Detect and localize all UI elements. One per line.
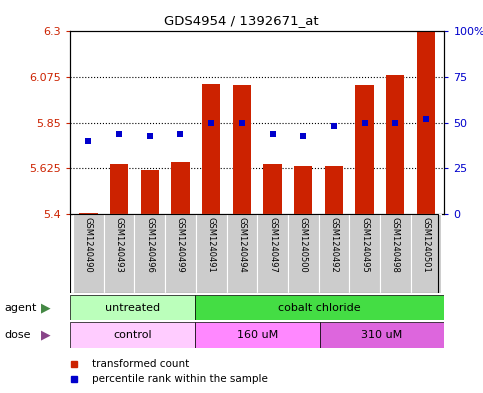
Text: dose: dose (5, 330, 31, 340)
FancyBboxPatch shape (411, 214, 441, 293)
Bar (141, 169, 159, 214)
Text: GSM1240496: GSM1240496 (145, 217, 154, 272)
FancyBboxPatch shape (288, 214, 319, 293)
Point (177, 130, 185, 137)
Point (269, 130, 276, 137)
FancyBboxPatch shape (319, 214, 349, 293)
FancyBboxPatch shape (195, 322, 320, 348)
FancyBboxPatch shape (380, 214, 411, 293)
FancyBboxPatch shape (227, 214, 257, 293)
FancyBboxPatch shape (195, 295, 444, 320)
Point (361, 120, 369, 126)
Text: GSM1240493: GSM1240493 (114, 217, 124, 272)
FancyBboxPatch shape (70, 295, 195, 320)
Text: control: control (113, 330, 152, 340)
FancyBboxPatch shape (73, 214, 104, 293)
Point (146, 132, 154, 139)
FancyBboxPatch shape (257, 214, 288, 293)
Text: GSM1240491: GSM1240491 (207, 217, 216, 272)
FancyBboxPatch shape (196, 214, 227, 293)
Bar (294, 167, 313, 214)
Text: 160 uM: 160 uM (237, 330, 278, 340)
Text: GSM1240500: GSM1240500 (298, 217, 308, 272)
Text: GSM1240497: GSM1240497 (268, 217, 277, 272)
Bar (325, 167, 343, 214)
FancyBboxPatch shape (70, 322, 195, 348)
Bar (110, 164, 128, 214)
Text: ▶: ▶ (41, 301, 51, 314)
FancyBboxPatch shape (320, 322, 444, 348)
Point (115, 130, 123, 137)
Bar (233, 85, 251, 214)
FancyBboxPatch shape (104, 214, 134, 293)
Bar (79, 213, 98, 214)
Text: GDS4954 / 1392671_at: GDS4954 / 1392671_at (164, 14, 319, 27)
Text: GSM1240501: GSM1240501 (422, 217, 430, 272)
Text: GSM1240492: GSM1240492 (329, 217, 339, 272)
Point (299, 132, 307, 139)
Bar (417, 31, 435, 214)
Text: GSM1240498: GSM1240498 (391, 217, 400, 272)
Text: GSM1240490: GSM1240490 (84, 217, 93, 272)
Text: percentile rank within the sample: percentile rank within the sample (93, 374, 269, 384)
Text: GSM1240495: GSM1240495 (360, 217, 369, 272)
Point (85, 138, 92, 144)
Point (391, 120, 399, 126)
Text: GSM1240494: GSM1240494 (237, 217, 246, 272)
Bar (386, 75, 404, 214)
Text: agent: agent (5, 303, 37, 312)
Point (422, 116, 430, 122)
Point (330, 123, 338, 130)
Point (207, 120, 215, 126)
Bar (202, 84, 220, 214)
FancyBboxPatch shape (165, 214, 196, 293)
Text: 310 uM: 310 uM (361, 330, 403, 340)
FancyBboxPatch shape (134, 214, 165, 293)
FancyBboxPatch shape (349, 214, 380, 293)
Text: transformed count: transformed count (93, 358, 190, 369)
Text: GSM1240499: GSM1240499 (176, 217, 185, 272)
Bar (263, 164, 282, 214)
Point (238, 120, 246, 126)
Text: ▶: ▶ (41, 329, 51, 342)
Bar (171, 162, 190, 214)
Text: cobalt chloride: cobalt chloride (278, 303, 361, 312)
Text: untreated: untreated (105, 303, 160, 312)
Bar (355, 85, 374, 214)
